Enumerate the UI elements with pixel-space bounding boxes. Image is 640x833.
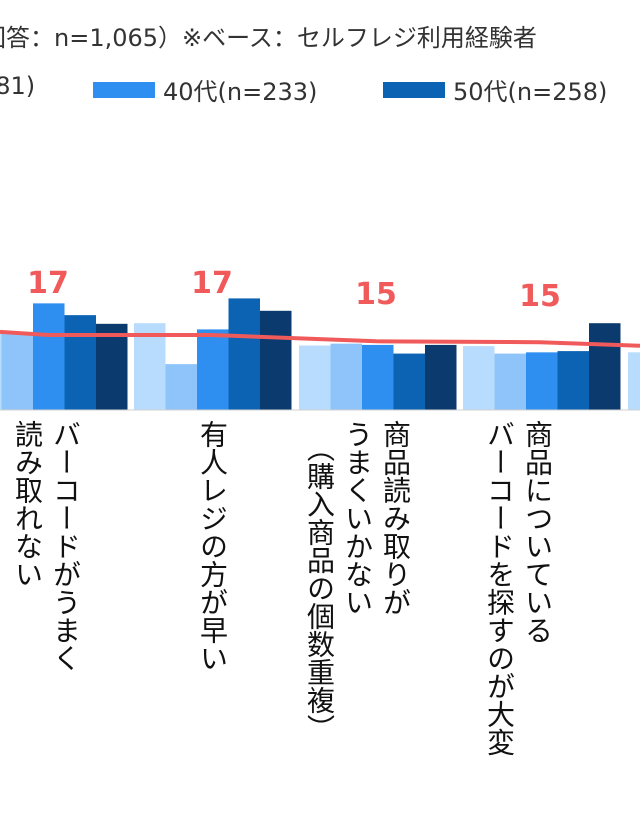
category-label-3-line-3: （購入商品の個数重複） [303, 434, 336, 742]
bar-4-5 [589, 323, 621, 410]
bar-4-1 [463, 346, 495, 410]
bar-3-2 [330, 343, 362, 410]
bar-3-5 [425, 344, 457, 410]
bar-4-4 [557, 351, 589, 410]
bar-1-2 [1, 331, 33, 410]
category-label-2-line-1: 有人レジの方が早い [196, 420, 229, 672]
line-value-label-4: 15 [519, 279, 561, 314]
category-label-3-line-2: うまくいかない [341, 420, 374, 616]
trend-line [0, 329, 640, 348]
bar-1-3 [33, 303, 65, 410]
bar-4-3 [526, 352, 558, 410]
line-value-label-3: 15 [355, 277, 397, 312]
bar-3-3 [362, 344, 394, 410]
bar-2-3 [197, 329, 229, 410]
category-label-4-line-2: バーコードを探すのが大変 [483, 420, 516, 756]
bar-2-5 [260, 310, 292, 410]
chart-subtitle: 回答：n=1,065）※ベース：セルフレジ利用経験者 [0, 24, 537, 52]
bar-1-5 [96, 323, 128, 410]
line-value-label-2: 17 [191, 266, 233, 301]
line-value-label-1: 17 [27, 266, 69, 301]
bar-2-4 [228, 298, 260, 410]
bar-2-2 [165, 364, 197, 410]
bar-1-1 [0, 330, 2, 410]
bar-1-4 [64, 315, 96, 410]
bar-3-1 [299, 345, 331, 410]
bar-3-4 [393, 353, 425, 410]
legend-swatch-40s [93, 81, 155, 98]
legend-item-40s: 40代(n=233) [93, 72, 317, 107]
legend-item-50s: 50代(n=258) [383, 72, 607, 107]
bar-4-2 [494, 353, 526, 410]
category-label-3-line-1: 商品読み取りが [379, 420, 412, 616]
legend-item-1: 181) [0, 72, 36, 100]
bar-next-partial [628, 352, 640, 410]
category-label-1-line-2: 読み取れない [11, 420, 44, 588]
bar-2-1 [134, 323, 166, 410]
category-label-1-line-1: バーコードがうまく [49, 420, 82, 672]
legend-swatch-50s [383, 81, 445, 98]
category-label-4-line-1: 商品についている [521, 420, 554, 644]
legend: 181) 40代(n=233) 50代(n=258) [0, 72, 640, 112]
